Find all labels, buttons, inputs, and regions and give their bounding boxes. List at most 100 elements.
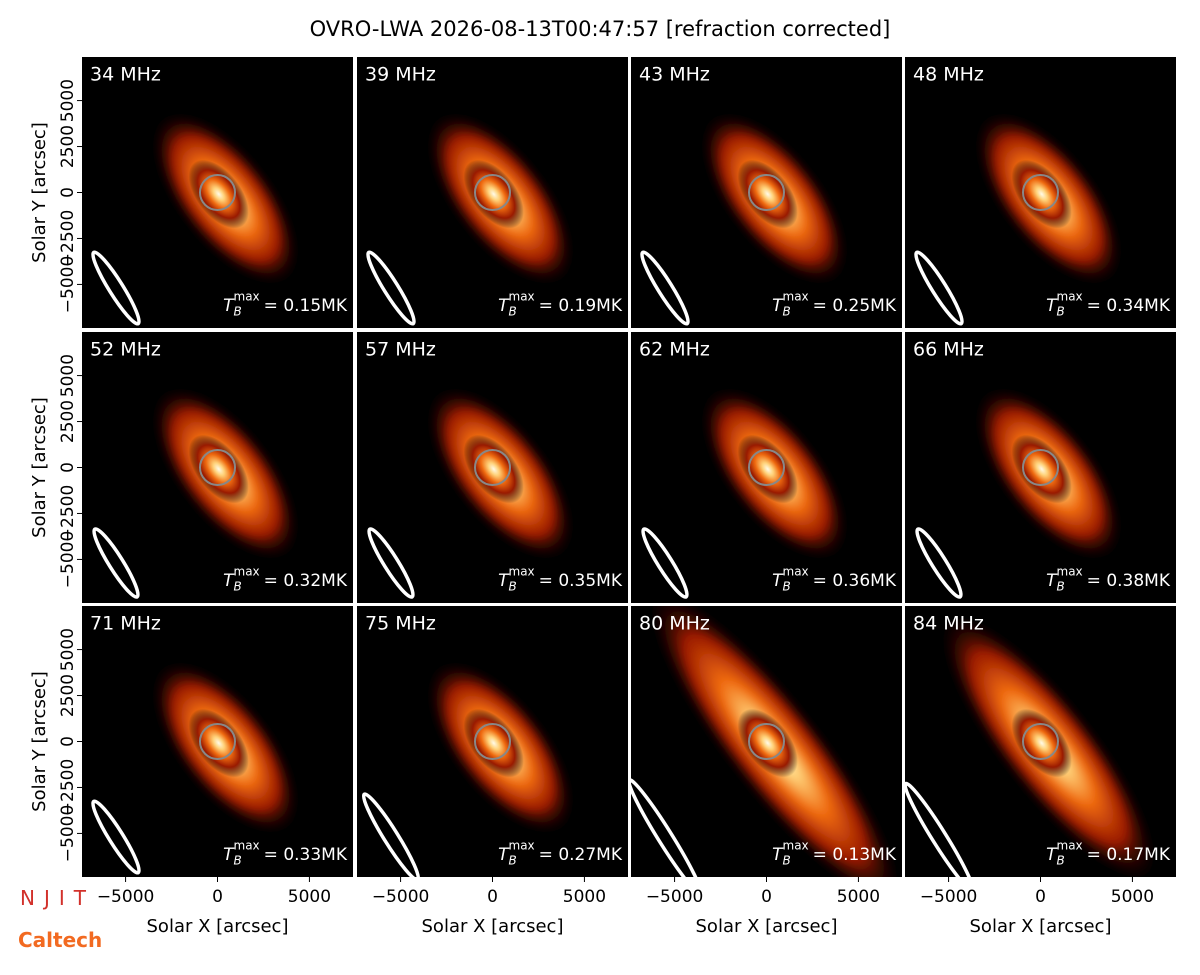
emission-core — [1011, 434, 1072, 504]
panel — [905, 332, 1176, 603]
tb-sub: B — [234, 305, 242, 319]
tb-max-value: = 0.17MK — [1087, 845, 1171, 865]
y-axis-label: Solar Y [arcsec] — [29, 671, 50, 812]
solar-disk — [1022, 723, 1059, 760]
x-tick-label: −5000 — [372, 887, 430, 907]
tb-sub: B — [1057, 580, 1065, 594]
y-tick-label: 0 — [58, 736, 78, 747]
tb-sub: B — [509, 580, 517, 594]
beam — [366, 250, 416, 326]
frequency-label: 43 MHz — [639, 64, 710, 86]
tb-sup: max — [1057, 290, 1083, 304]
panel — [357, 606, 628, 877]
tb-sub: B — [509, 305, 517, 319]
panel — [631, 57, 902, 328]
tb-base: T — [498, 571, 510, 591]
panel — [357, 57, 628, 328]
beam — [91, 250, 141, 326]
tb-sup: max — [509, 565, 535, 579]
y-tick-label: 2500 — [58, 400, 78, 443]
beam — [631, 778, 703, 877]
x-axis-label: Solar X [arcsec] — [147, 916, 289, 937]
frequency-label: 39 MHz — [365, 64, 436, 86]
emission-core — [737, 434, 798, 504]
beam — [640, 250, 690, 326]
frequency-label: 80 MHz — [639, 613, 710, 635]
panel — [357, 332, 628, 603]
y-axis-label: Solar Y [arcsec] — [29, 122, 50, 263]
emission-core — [463, 159, 524, 229]
beam — [641, 527, 689, 599]
panel — [905, 606, 1176, 877]
figure-title: OVRO-LWA 2026-08-13T00:47:57 [refraction… — [310, 17, 891, 41]
panel — [82, 57, 353, 328]
tb-base: T — [1046, 296, 1058, 316]
logo-njit: NJIT — [20, 886, 95, 910]
x-tick-label: −5000 — [920, 887, 978, 907]
frequency-label: 84 MHz — [913, 613, 984, 635]
tb-sub: B — [1057, 854, 1065, 868]
y-axis-label: Solar Y [arcsec] — [29, 397, 50, 538]
beam — [915, 527, 963, 599]
x-axis-label: Solar X [arcsec] — [970, 916, 1112, 937]
beam — [91, 799, 141, 875]
solar-disk — [199, 723, 236, 760]
solar-disk — [1022, 449, 1059, 486]
beam — [361, 792, 421, 877]
tb-max-value: = 0.27MK — [539, 845, 623, 865]
y-tick-label: 5000 — [58, 354, 78, 397]
solar-disk — [199, 174, 236, 211]
tb-max-value: = 0.13MK — [813, 845, 897, 865]
emission-core — [1011, 159, 1072, 229]
y-tick-label: 0 — [58, 187, 78, 198]
tb-sup: max — [234, 565, 260, 579]
tb-sup: max — [509, 290, 535, 304]
tb-max-value: = 0.19MK — [539, 296, 623, 316]
tb-base: T — [223, 845, 235, 865]
tb-base: T — [498, 296, 510, 316]
y-tick-label: 2500 — [58, 125, 78, 168]
tb-sub: B — [783, 305, 791, 319]
tb-sub: B — [509, 854, 517, 868]
logo-caltech: Caltech — [18, 928, 102, 952]
beam — [92, 527, 140, 599]
tb-max-value: = 0.34MK — [1087, 296, 1171, 316]
emission-core — [737, 708, 798, 778]
emission-core — [463, 708, 524, 778]
x-tick-label: 0 — [761, 887, 772, 907]
solar-disk — [474, 174, 511, 211]
tb-max-value: = 0.15MK — [264, 296, 348, 316]
solar-disk — [748, 723, 785, 760]
solar-disk — [199, 449, 236, 486]
tb-base: T — [1046, 571, 1058, 591]
tb-sub: B — [783, 580, 791, 594]
tb-max-value: = 0.35MK — [539, 571, 623, 591]
frequency-label: 75 MHz — [365, 613, 436, 635]
tb-max-value: = 0.25MK — [813, 296, 897, 316]
y-tick-label: 5000 — [58, 628, 78, 671]
solar-disk — [474, 449, 511, 486]
tb-sup: max — [1057, 565, 1083, 579]
panel — [82, 332, 353, 603]
tb-sub: B — [234, 854, 242, 868]
x-tick-label: 5000 — [288, 887, 331, 907]
tb-sub: B — [234, 580, 242, 594]
tb-sup: max — [783, 565, 809, 579]
beam — [905, 781, 975, 877]
tb-sub: B — [1057, 305, 1065, 319]
emission-core — [188, 708, 249, 778]
tb-max-value: = 0.32MK — [264, 571, 348, 591]
y-tick-label: −2500 — [58, 759, 78, 817]
y-tick-label: 2500 — [58, 674, 78, 717]
frequency-label: 66 MHz — [913, 339, 984, 361]
solar-disk — [748, 174, 785, 211]
y-tick-label: −5000 — [58, 805, 78, 863]
tb-sup: max — [234, 290, 260, 304]
tb-max-value: = 0.38MK — [1087, 571, 1171, 591]
frequency-label: 48 MHz — [913, 64, 984, 86]
tb-sup: max — [234, 839, 260, 853]
solar-disk — [1022, 174, 1059, 211]
x-axis-label: Solar X [arcsec] — [422, 916, 564, 937]
tb-base: T — [772, 571, 784, 591]
